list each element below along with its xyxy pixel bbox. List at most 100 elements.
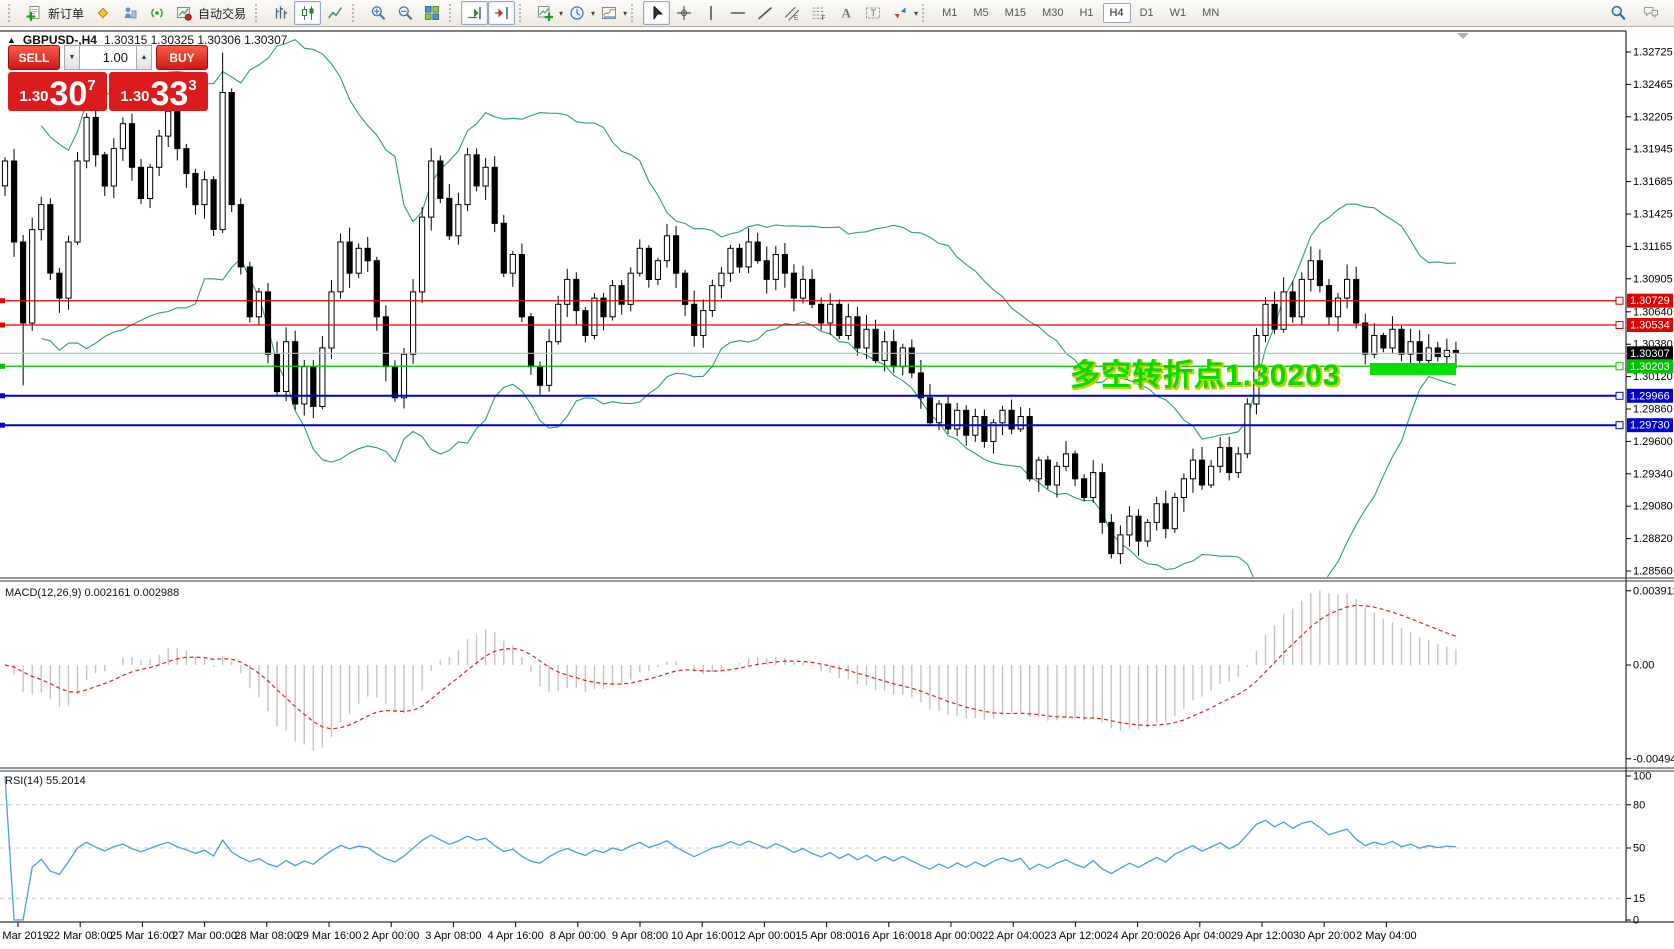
svg-text:22 Mar 08:00: 22 Mar 08:00 xyxy=(48,930,113,942)
periods-dropdown-caret[interactable]: ▾ xyxy=(591,8,596,18)
trendline-button[interactable] xyxy=(751,1,778,25)
indicators-dropdown-caret[interactable]: ▾ xyxy=(559,8,564,18)
tile-windows-button[interactable] xyxy=(418,1,445,25)
macd-axis[interactable]: 0.003912 0.00 -0.004944 xyxy=(1626,585,1674,765)
data-window-button[interactable] xyxy=(116,1,143,25)
svg-text:26 Apr 04:00: 26 Apr 04:00 xyxy=(1169,930,1231,942)
horizontal-line-button[interactable] xyxy=(724,1,751,25)
volume-input[interactable] xyxy=(80,45,136,70)
svg-text:18 Apr 00:00: 18 Apr 00:00 xyxy=(920,930,982,942)
channel-button[interactable]: E xyxy=(778,1,805,25)
macd-indicator-label: MACD(12,26,9) 0.002161 0.002988 xyxy=(5,587,180,599)
bar-chart-button[interactable] xyxy=(267,1,294,25)
toolbar-group-separator xyxy=(255,4,263,22)
volume-decrease-button[interactable]: ▼ xyxy=(64,45,80,70)
svg-text:1.28560: 1.28560 xyxy=(1633,566,1673,578)
svg-text:1.30203: 1.30203 xyxy=(1630,361,1670,373)
svg-text:27 Mar 00:00: 27 Mar 00:00 xyxy=(172,930,237,942)
timeframe-M5[interactable]: M5 xyxy=(973,7,989,19)
toolbar-group-separator xyxy=(922,4,930,22)
timeframe-M30[interactable]: M30 xyxy=(1042,7,1064,19)
svg-text:8 Apr 00:00: 8 Apr 00:00 xyxy=(550,930,606,942)
chart-shift-button[interactable] xyxy=(488,1,516,25)
volume-increase-button[interactable]: ▲ xyxy=(136,45,152,70)
arrows-button[interactable] xyxy=(886,1,913,25)
svg-text:15 Apr 08:00: 15 Apr 08:00 xyxy=(795,930,857,942)
fibonacci-icon: F xyxy=(811,5,827,21)
zoom-in-button[interactable] xyxy=(364,1,391,25)
symbol-label: GBPUSD-,H4 xyxy=(22,33,97,47)
indicators-icon xyxy=(537,5,553,21)
timeframe-MN[interactable]: MN xyxy=(1202,7,1220,19)
svg-text:21 Mar 2019: 21 Mar 2019 xyxy=(0,930,49,942)
svg-text:29 Apr 12:00: 29 Apr 12:00 xyxy=(1231,930,1293,942)
svg-text:1.31165: 1.31165 xyxy=(1633,241,1672,253)
candle-chart-button[interactable] xyxy=(294,1,322,25)
channel-icon: E xyxy=(784,5,800,21)
new-order-button[interactable] xyxy=(20,1,47,25)
arrows-dropdown-caret[interactable]: ▾ xyxy=(914,8,919,18)
toolbar-group-separator xyxy=(449,4,457,22)
svg-text:1.28820: 1.28820 xyxy=(1633,533,1673,545)
svg-text:29 Mar 16:00: 29 Mar 16:00 xyxy=(297,930,362,942)
timeframe-M15[interactable]: M15 xyxy=(1004,7,1027,19)
templates-dropdown-caret[interactable]: ▾ xyxy=(623,8,628,18)
buy-price-display[interactable]: 1.30 33 3 xyxy=(109,72,208,111)
timeframe-W1[interactable]: W1 xyxy=(1169,7,1187,19)
vertical-line-button[interactable] xyxy=(697,1,724,25)
sell-button[interactable]: SELL xyxy=(8,45,60,70)
svg-text:80: 80 xyxy=(1633,799,1645,811)
templates-button[interactable] xyxy=(595,1,622,25)
periods-button[interactable] xyxy=(563,1,590,25)
svg-text:E: E xyxy=(794,15,799,22)
chat-button[interactable] xyxy=(1637,1,1664,25)
text-button[interactable]: A xyxy=(832,1,859,25)
market-watch-button[interactable] xyxy=(89,1,116,25)
alerts-icon xyxy=(149,5,165,21)
timeframe-M1[interactable]: M1 xyxy=(942,7,958,19)
chart-title: ▲ GBPUSD-,H4 1.30315 1.30325 1.30306 1.3… xyxy=(7,33,287,47)
level-line-1.2973[interactable] xyxy=(0,421,1624,430)
rsi-level-lines xyxy=(0,804,1626,899)
indicators-button[interactable] xyxy=(531,1,558,25)
svg-text:25 Mar 16:00: 25 Mar 16:00 xyxy=(110,930,175,942)
timeframe-D1[interactable]: D1 xyxy=(1139,7,1154,19)
chart-shift-marker-icon[interactable] xyxy=(1457,33,1469,39)
svg-text:1.29600: 1.29600 xyxy=(1633,436,1673,448)
rsi-axis[interactable]: 100 80 50 15 0 xyxy=(1626,771,1651,927)
alerts-button[interactable] xyxy=(143,1,170,25)
timeframe-H4[interactable]: H4 xyxy=(1102,3,1131,23)
buy-button[interactable]: BUY xyxy=(156,45,208,70)
cursor-button[interactable] xyxy=(643,1,671,25)
highlight-zone-rect[interactable] xyxy=(1370,363,1456,375)
buy-price-big: 33 xyxy=(150,74,189,113)
level-line-1.29966[interactable] xyxy=(0,391,1624,400)
sell-price-display[interactable]: 1.30 30 7 xyxy=(8,72,107,111)
autoscroll-button[interactable] xyxy=(461,1,489,25)
collapse-panel-icon[interactable]: ▲ xyxy=(7,35,16,45)
text-icon: A xyxy=(838,5,854,21)
svg-text:F: F xyxy=(821,15,825,21)
data-window-icon xyxy=(122,5,138,21)
crosshair-button[interactable] xyxy=(670,1,697,25)
text-label-button[interactable]: T xyxy=(859,1,886,25)
arrows-icon xyxy=(892,5,908,21)
price-axis[interactable]: 1.32725 1.32465 1.32205 1.31945 1.31685 1.314… xyxy=(1626,47,1673,578)
search-button[interactable] xyxy=(1604,1,1631,25)
level-line-1.30203[interactable] xyxy=(0,362,1624,371)
autotrade-button[interactable] xyxy=(170,1,197,25)
new-order-label: 新订单 xyxy=(48,6,85,21)
level-line-1.30534[interactable] xyxy=(0,321,1624,330)
svg-text:1.31425: 1.31425 xyxy=(1633,209,1673,221)
tile-windows-icon xyxy=(424,5,440,21)
timeframe-H1[interactable]: H1 xyxy=(1079,7,1094,19)
level-line-1.30729[interactable] xyxy=(0,296,1624,305)
fibonacci-button[interactable]: F xyxy=(805,1,832,25)
chart-annotation-text[interactable]: 多空转折点1.30203 xyxy=(1070,359,1341,392)
svg-text:1.30307: 1.30307 xyxy=(1630,348,1670,360)
zoom-out-button[interactable] xyxy=(391,1,418,25)
line-chart-button[interactable] xyxy=(321,1,348,25)
